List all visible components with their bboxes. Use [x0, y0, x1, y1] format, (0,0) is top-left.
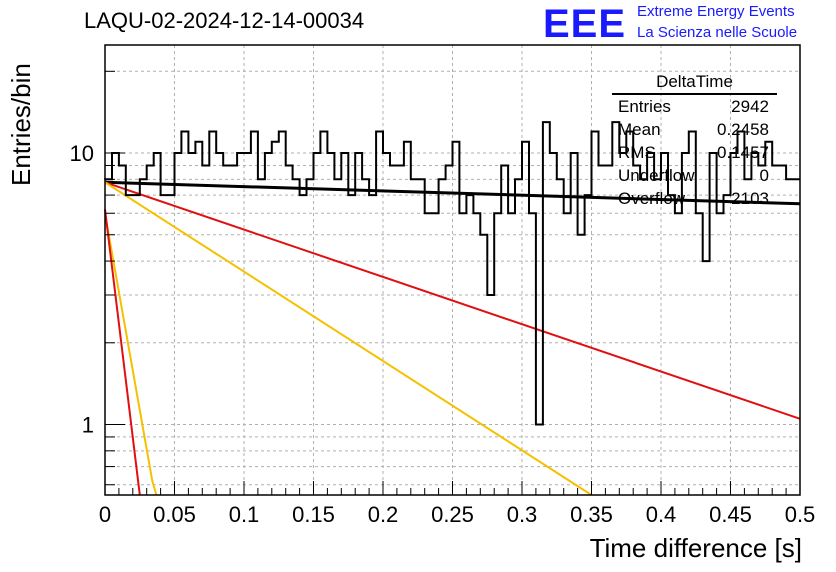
stats-key: Underflow: [618, 166, 695, 185]
stats-row-entries: Entries 2942: [612, 97, 777, 120]
stats-value: 0.2458: [717, 120, 769, 139]
histogram: [104, 121, 800, 426]
stats-row-overflow: Overflow 2103: [612, 189, 777, 212]
stats-key: Entries: [618, 97, 671, 116]
histogram-outline: [104, 121, 800, 426]
stats-box: DeltaTime Entries 2942 Mean 0.2458 RMS 0…: [612, 72, 777, 212]
y-tick-label: 1: [82, 413, 94, 438]
x-tick-label: 0.15: [292, 502, 335, 527]
x-tick-label: 0.4: [646, 502, 677, 527]
org-name-line1: Extreme Energy Events: [637, 3, 795, 20]
stats-key: Mean: [618, 120, 661, 139]
x-tick-label: 0.2: [368, 502, 399, 527]
y-tick-label: 10: [70, 141, 94, 166]
fit-curve-3: [104, 213, 158, 496]
stats-row-underflow: Underflow 0: [612, 166, 777, 189]
x-tick-label: 0.45: [709, 502, 752, 527]
stats-key: RMS: [618, 143, 656, 162]
stats-value: 0.1457: [717, 143, 769, 162]
x-axis-label: Time difference [s]: [589, 533, 802, 563]
tick-labels: 0 0.05 0.1 0.15 0.2 0.25 0.3 0.35 0.4 0.45 0.5 1 10: [70, 141, 816, 527]
x-tick-label: 0.5: [785, 502, 816, 527]
run-title: LAQU-02-2024-12-14-00034: [84, 8, 365, 33]
x-tick-label: 0.35: [570, 502, 613, 527]
stats-title: DeltaTime: [612, 72, 777, 95]
stats-value: 2942: [731, 97, 769, 116]
x-tick-label: 0.25: [431, 502, 474, 527]
eee-logo: EEE: [543, 2, 627, 46]
axis-ticks: [104, 70, 801, 495]
org-name-line2: La Scienza nelle Scuole: [637, 24, 798, 41]
fit-curves: [104, 180, 801, 496]
stats-value: 0: [759, 166, 769, 185]
x-tick-label: 0.05: [153, 502, 196, 527]
stats-key: Overflow: [618, 189, 686, 208]
fit-curve-0: [104, 180, 801, 206]
stats-row-mean: Mean 0.2458: [612, 120, 777, 143]
y-axis-label: Entries/bin: [6, 63, 36, 186]
fit-curve-4: [104, 209, 141, 496]
fit-curve-1: [104, 181, 801, 420]
x-tick-label: 0: [99, 502, 111, 527]
stats-value: 2103: [731, 189, 769, 208]
stats-row-rms: RMS 0.1457: [612, 143, 777, 166]
x-tick-label: 0.3: [507, 502, 538, 527]
fit-curve-2: [104, 181, 593, 496]
x-tick-label: 0.1: [229, 502, 260, 527]
